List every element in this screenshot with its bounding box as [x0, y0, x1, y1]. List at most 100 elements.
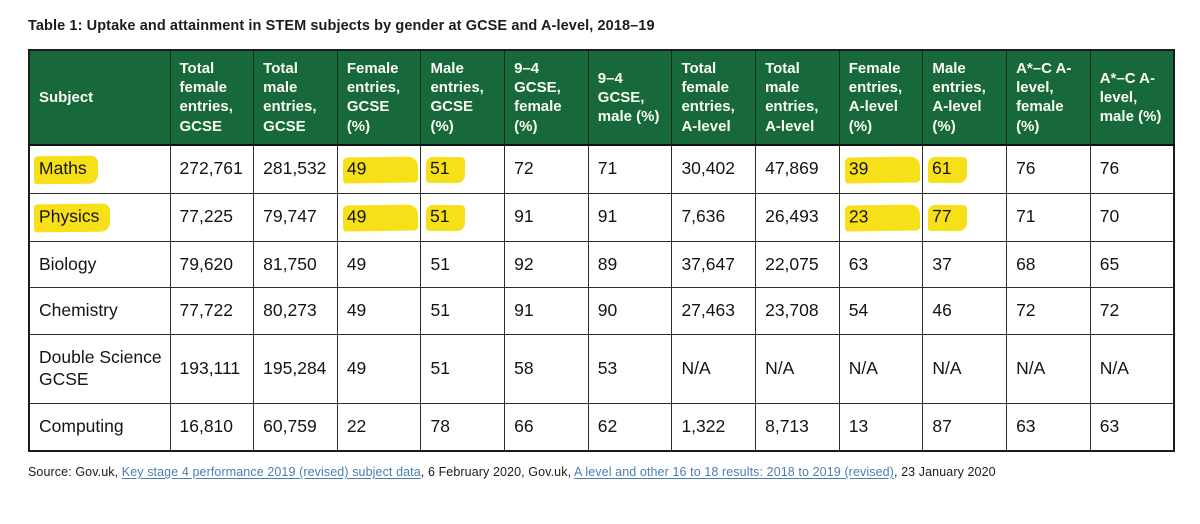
table-row: Computing 16,810 60,759 22 78 66 62 1,322 8,713 1… — [28, 402, 1175, 452]
column-header: Total female entries, GCSE — [169, 49, 255, 146]
subject-cell: Chemistry — [28, 287, 171, 336]
value-cell: 90 — [587, 287, 673, 336]
value-cell: 66 — [504, 402, 589, 452]
value-cell: 72 — [1089, 287, 1175, 336]
value-cell: 53 — [587, 334, 673, 404]
value-cell: 80,273 — [253, 287, 338, 336]
source-suffix: , 23 January 2020 — [893, 464, 996, 479]
table-row: Maths 272,761 281,532 49 51 72 71 30,402 47,869 3… — [28, 144, 1175, 194]
value-cell: 16,810 — [169, 402, 255, 452]
value-cell: 76 — [1089, 144, 1175, 194]
column-header: 9–4 GCSE, male (%) — [587, 49, 673, 146]
value-cell: 23,708 — [755, 287, 840, 336]
value-cell: 72 — [504, 144, 589, 194]
value-cell: 76 — [1006, 144, 1091, 194]
value-cell: 91 — [504, 287, 589, 336]
value-cell: 8,713 — [755, 402, 840, 452]
value-cell: 70 — [1089, 192, 1175, 242]
value-cell: 91 — [587, 192, 673, 242]
table-row: Double Science GCSE 193,111 195,284 49 51 58 5… — [28, 334, 1175, 404]
highlight-mark: 49 — [342, 204, 419, 232]
value-cell: 61 — [922, 144, 1008, 194]
highlight-mark: 61 — [928, 157, 968, 184]
value-cell: 63 — [838, 240, 924, 289]
highlight-mark: Physics — [33, 203, 111, 232]
value-cell: 71 — [1006, 192, 1091, 242]
column-header: A*–C A-level, male (%) — [1089, 49, 1175, 146]
value-cell: 78 — [420, 402, 506, 452]
highlight-mark: 51 — [426, 204, 467, 232]
subject-cell: Computing — [28, 402, 171, 452]
value-cell: 63 — [1089, 402, 1175, 452]
highlight-mark: Maths — [33, 155, 98, 184]
column-header: Female entries, A-level (%) — [838, 49, 924, 146]
value-cell: 62 — [587, 402, 673, 452]
value-cell: 89 — [587, 240, 673, 289]
source-prefix: Source: Gov.uk, — [28, 464, 122, 479]
highlight-mark: 39 — [844, 156, 921, 184]
column-header: 9–4 GCSE, female (%) — [504, 49, 589, 146]
value-cell: 23 — [838, 192, 924, 242]
ks4-performance-link[interactable]: Key stage 4 performance 2019 (revised) s… — [121, 464, 421, 479]
value-cell: 51 — [420, 240, 506, 289]
value-cell: 72 — [1006, 287, 1091, 336]
value-cell: 1,322 — [671, 402, 757, 452]
value-cell: 51 — [420, 192, 506, 242]
subject-cell: Double Science GCSE — [28, 334, 171, 404]
value-cell: 22,075 — [755, 240, 840, 289]
column-header: Total male entries, A-level — [755, 49, 840, 146]
value-cell: 27,463 — [671, 287, 757, 336]
value-cell: 7,636 — [671, 192, 757, 242]
value-cell: 63 — [1006, 402, 1091, 452]
value-cell: 195,284 — [253, 334, 338, 404]
highlight-mark: 23 — [844, 204, 921, 232]
value-cell: 47,869 — [755, 144, 840, 194]
column-header: Male entries, GCSE (%) — [420, 49, 506, 146]
table-body: Maths 272,761 281,532 49 51 72 71 30,402 47,869 3… — [28, 144, 1175, 452]
value-cell: 37,647 — [671, 240, 757, 289]
value-cell: 51 — [420, 144, 506, 194]
value-cell: 22 — [336, 402, 422, 452]
value-cell: 272,761 — [169, 144, 255, 194]
value-cell: 65 — [1089, 240, 1175, 289]
value-cell: 49 — [336, 287, 422, 336]
table-row: Physics 77,225 79,747 49 51 91 91 7,636 26,493 23… — [28, 192, 1175, 242]
value-cell: N/A — [671, 334, 757, 404]
value-cell: 26,493 — [755, 192, 840, 242]
value-cell: 49 — [336, 192, 422, 242]
highlight-mark: 77 — [928, 204, 968, 232]
stem-uptake-table: Subject Total female entries, GCSE Total m… — [28, 49, 1175, 452]
column-header: Total male entries, GCSE — [253, 49, 338, 146]
column-header: A*–C A-level, female (%) — [1006, 49, 1091, 146]
value-cell: 51 — [420, 334, 506, 404]
value-cell: 87 — [922, 402, 1008, 452]
value-cell: 54 — [838, 287, 924, 336]
value-cell: 81,750 — [253, 240, 338, 289]
column-header: Female entries, GCSE (%) — [336, 49, 422, 146]
subject-cell: Maths — [28, 144, 171, 194]
value-cell: 281,532 — [253, 144, 338, 194]
table-title: Table 1: Uptake and attainment in STEM s… — [28, 18, 655, 34]
subject-cell: Physics — [28, 192, 171, 242]
alevel-results-link[interactable]: A level and other 16 to 18 results: 2018… — [574, 464, 894, 479]
value-cell: 92 — [504, 240, 589, 289]
value-cell: 39 — [838, 144, 924, 194]
source-line: Source: Gov.uk, Key stage 4 performance … — [28, 465, 1175, 479]
column-header: Total female entries, A-level — [671, 49, 757, 146]
value-cell: 49 — [336, 144, 422, 194]
value-cell: 77,722 — [169, 287, 255, 336]
value-cell: 51 — [420, 287, 506, 336]
value-cell: 58 — [504, 334, 589, 404]
source-middle: , 6 February 2020, Gov.uk, — [420, 464, 575, 479]
value-cell: N/A — [1006, 334, 1091, 404]
subject-cell: Biology — [28, 240, 171, 289]
value-cell: N/A — [838, 334, 924, 404]
value-cell: 68 — [1006, 240, 1091, 289]
value-cell: 79,620 — [169, 240, 255, 289]
highlight-mark: 49 — [342, 156, 419, 184]
value-cell: 30,402 — [671, 144, 757, 194]
value-cell: 193,111 — [169, 334, 255, 404]
value-cell: 49 — [336, 240, 422, 289]
value-cell: 60,759 — [253, 402, 338, 452]
